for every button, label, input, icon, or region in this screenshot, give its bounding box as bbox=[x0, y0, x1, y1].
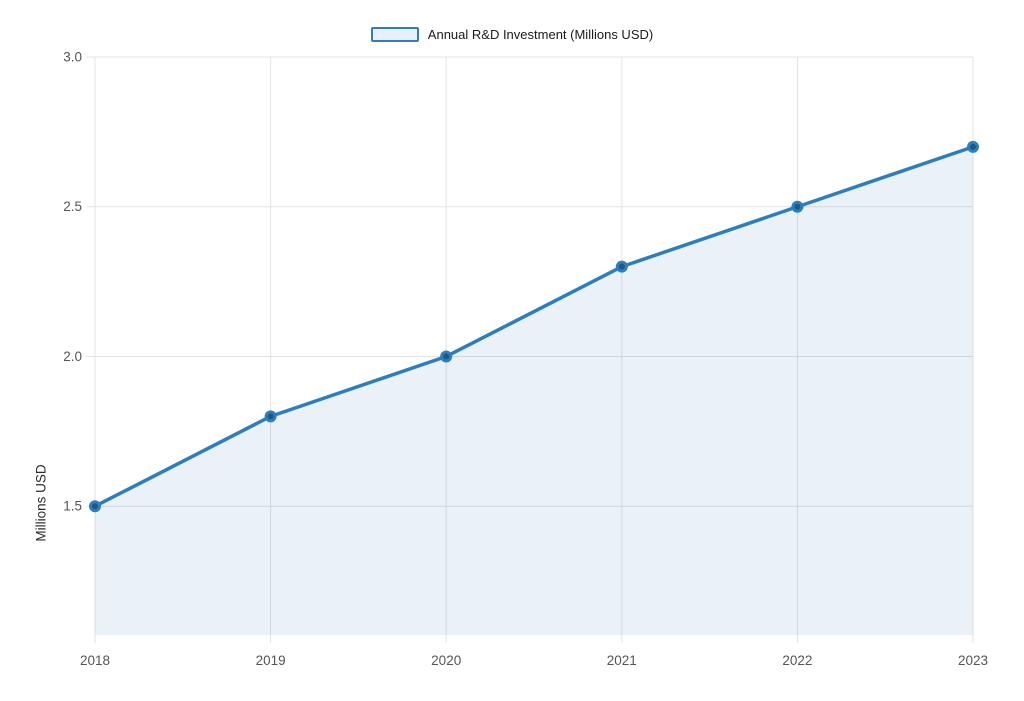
y-tick-label: 3.0 bbox=[63, 50, 82, 65]
data-point bbox=[615, 260, 628, 273]
data-point bbox=[967, 140, 979, 153]
legend-swatch bbox=[370, 27, 419, 42]
y-tick-label: 2.0 bbox=[63, 349, 82, 364]
legend-label: Annual R&D Investment (Millions USD) bbox=[427, 27, 654, 42]
x-tick-label: 2018 bbox=[80, 653, 110, 668]
x-tick-label: 2023 bbox=[958, 653, 988, 668]
x-tick-label: 2022 bbox=[782, 653, 812, 668]
y-axis-title: Millions USD bbox=[33, 464, 49, 542]
data-point bbox=[264, 410, 277, 423]
legend-item[interactable]: Annual R&D Investment (Millions USD) bbox=[0, 27, 1024, 42]
x-tick-label: 2020 bbox=[431, 653, 461, 668]
x-tick-label: 2021 bbox=[607, 653, 637, 668]
data-point bbox=[440, 350, 453, 363]
y-tick-label: 2.5 bbox=[63, 199, 82, 214]
data-point bbox=[89, 500, 101, 513]
y-tick-label: 1.5 bbox=[63, 499, 82, 514]
area-fill bbox=[95, 146, 973, 636]
x-tick-label: 2019 bbox=[256, 653, 286, 668]
data-point bbox=[791, 200, 804, 213]
data-line bbox=[93, 145, 975, 508]
